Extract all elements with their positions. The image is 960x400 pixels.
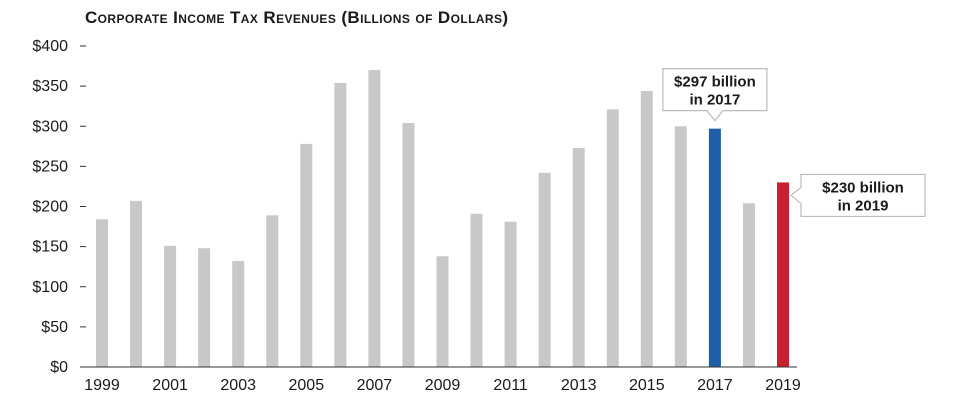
y-tick-label: $150 (32, 239, 68, 256)
bar-2001 (164, 245, 177, 367)
bar-2006 (334, 82, 347, 367)
bar-2017 (708, 128, 721, 367)
x-tick-label: 2003 (220, 377, 256, 394)
chart-title: Corporate Income Tax Revenues (Billions … (85, 8, 509, 27)
bar-2008 (402, 123, 415, 367)
bar-2018 (742, 203, 755, 367)
y-axis-ticks: $0 $50 $100 $150 $200 $250 $300 $350 $400 (32, 38, 86, 376)
x-tick-label: 2009 (425, 377, 461, 394)
bar-2011 (504, 221, 517, 367)
bar-2003 (232, 261, 245, 367)
callout-line-2: in 2019 (838, 197, 889, 214)
bar-1999 (96, 219, 108, 367)
x-tick-label: 2005 (289, 377, 325, 394)
x-axis-ticks: 1999 2001 2003 2005 2007 2009 2011 2013 2015 2017… (84, 377, 801, 394)
x-tick-label: 2007 (357, 377, 393, 394)
y-tick-label: $0 (50, 359, 68, 376)
callout-box (790, 173, 926, 218)
x-tick-label: 2013 (561, 377, 597, 394)
bar-2014 (606, 109, 619, 368)
y-tick-label: $100 (32, 279, 68, 296)
x-tick-label: 2011 (493, 377, 528, 394)
x-tick-label: 1999 (84, 377, 120, 394)
bar-2000 (130, 200, 143, 367)
y-tick-label: $350 (32, 78, 68, 95)
x-tick-label: 2015 (629, 377, 665, 394)
bar-2004 (266, 215, 279, 367)
bar-2015 (640, 90, 653, 367)
callout-box (662, 68, 768, 122)
bar-2013 (572, 147, 585, 367)
callout-line-1: $297 billion (674, 74, 756, 91)
callout-line-1: $230 billion (822, 179, 904, 196)
x-tick-label: 2019 (765, 377, 801, 394)
x-tick-label: 2001 (152, 377, 188, 394)
bar-2012 (538, 172, 551, 367)
y-tick-label: $50 (41, 319, 68, 336)
callout-line-2: in 2017 (689, 92, 740, 109)
bar-2005 (300, 143, 313, 367)
bar-2019 (777, 182, 789, 367)
y-tick-label: $300 (32, 118, 68, 135)
bar-2016 (674, 126, 687, 367)
bar-2007 (368, 70, 381, 367)
bar-series (96, 70, 789, 368)
bar-2009 (436, 256, 449, 367)
y-tick-label: $200 (32, 199, 68, 216)
y-tick-label: $400 (32, 38, 68, 55)
y-tick-label: $250 (32, 158, 68, 175)
x-tick-label: 2017 (697, 377, 733, 394)
bar-2002 (198, 248, 211, 367)
bar-2010 (470, 213, 483, 367)
